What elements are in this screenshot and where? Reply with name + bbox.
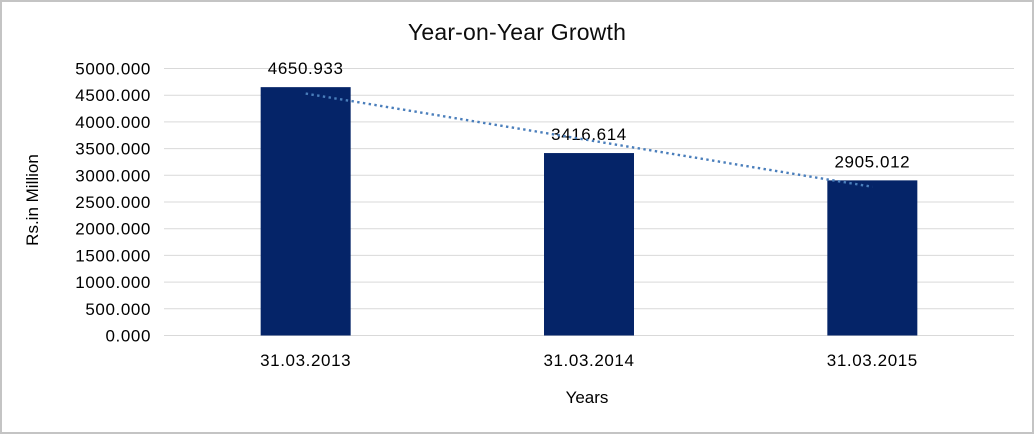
x-axis-title: Years bbox=[565, 388, 609, 407]
y-tick-label: 3000.000 bbox=[75, 166, 151, 185]
bar bbox=[260, 87, 351, 336]
data-label: 4650.933 bbox=[268, 59, 344, 78]
y-tick-label: 0.000 bbox=[105, 327, 151, 346]
bar bbox=[827, 180, 918, 336]
y-tick-label: 2000.000 bbox=[75, 220, 151, 239]
data-label: 3416.614 bbox=[551, 125, 627, 144]
y-tick-label: 500.000 bbox=[85, 300, 151, 319]
y-tick-label: 3500.000 bbox=[75, 140, 151, 159]
chart-title: Year-on-Year Growth bbox=[407, 19, 627, 45]
data-label: 2905.012 bbox=[834, 152, 910, 171]
y-tick-label: 2500.000 bbox=[75, 193, 151, 212]
y-tick-label: 1000.000 bbox=[75, 273, 151, 292]
y-tick-label: 4000.000 bbox=[75, 113, 151, 132]
x-tick-label: 31.03.2014 bbox=[543, 351, 634, 370]
x-tick-label: 31.03.2015 bbox=[827, 351, 918, 370]
y-tick-label: 4500.000 bbox=[75, 86, 151, 105]
bar bbox=[544, 153, 634, 336]
y-tick-label: 5000.000 bbox=[75, 60, 151, 79]
x-tick-label: 31.03.2013 bbox=[260, 351, 351, 370]
y-tick-label: 1500.000 bbox=[75, 246, 151, 265]
